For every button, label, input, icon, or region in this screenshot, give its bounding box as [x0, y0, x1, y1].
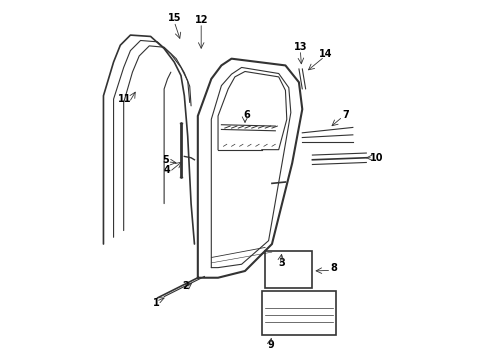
Text: 2: 2 — [182, 281, 189, 291]
Text: 11: 11 — [118, 94, 132, 104]
Text: 10: 10 — [369, 153, 383, 163]
Text: 4: 4 — [164, 165, 171, 175]
Text: 8: 8 — [331, 263, 338, 273]
Text: 9: 9 — [267, 340, 274, 350]
Text: 1: 1 — [153, 298, 159, 309]
FancyBboxPatch shape — [262, 291, 336, 335]
Text: 3: 3 — [279, 258, 286, 268]
FancyBboxPatch shape — [265, 251, 313, 288]
Text: 13: 13 — [294, 42, 307, 52]
Text: 15: 15 — [168, 13, 181, 23]
Text: 14: 14 — [319, 49, 333, 59]
Text: 7: 7 — [343, 110, 349, 120]
Text: 6: 6 — [243, 110, 250, 120]
Text: 12: 12 — [195, 15, 208, 25]
Text: 5: 5 — [162, 155, 169, 165]
